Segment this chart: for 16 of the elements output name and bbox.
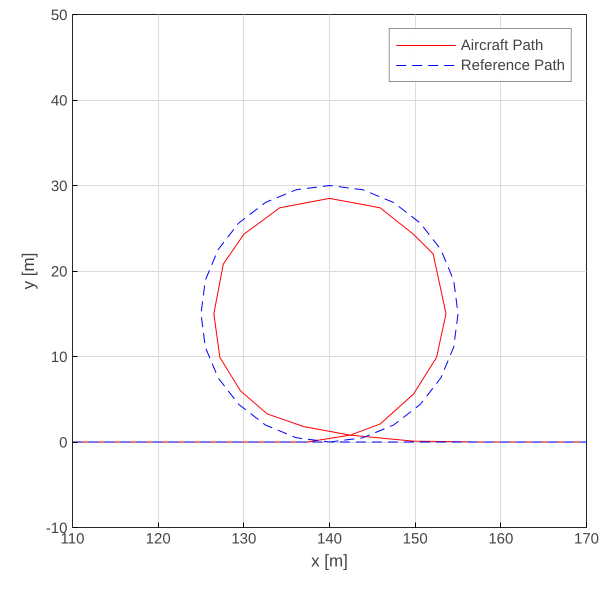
x-tick-label: 160 bbox=[488, 530, 514, 548]
legend-label: Reference Path bbox=[460, 56, 565, 74]
y-tick-label: 10 bbox=[50, 349, 68, 366]
x-axis-title: x [m] bbox=[311, 552, 348, 570]
x-tick-label: 130 bbox=[231, 530, 256, 548]
y-tick-label: 20 bbox=[50, 264, 68, 280]
x-tick-label: 120 bbox=[146, 530, 171, 548]
y-axis-title: y [m] bbox=[18, 252, 38, 290]
y-tick-label: 0 bbox=[59, 434, 68, 452]
y-tick-label: 40 bbox=[50, 92, 68, 110]
x-tick-label: 140 bbox=[316, 530, 342, 548]
y-tick-label: 30 bbox=[50, 178, 68, 195]
x-tick-label: 170 bbox=[574, 530, 600, 548]
x-tick-label: 150 bbox=[402, 530, 428, 548]
y-tick-label: 50 bbox=[50, 7, 68, 24]
legend-label: Aircraft Path bbox=[460, 36, 544, 54]
